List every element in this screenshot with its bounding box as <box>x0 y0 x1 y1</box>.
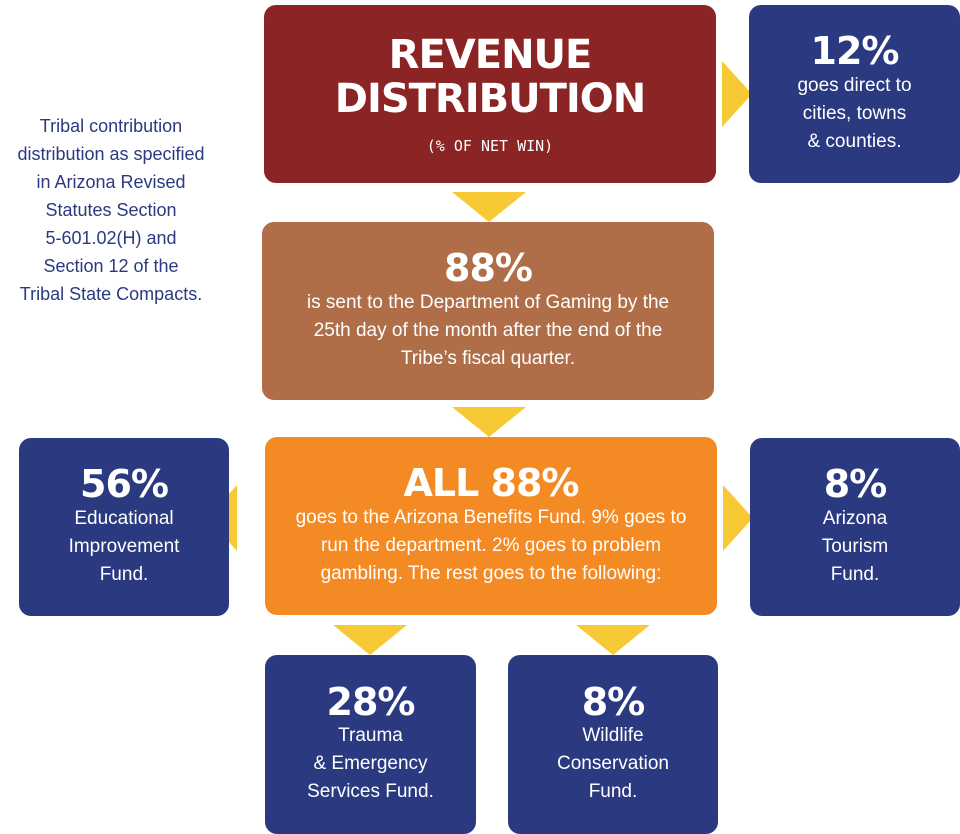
wildlife-conservation-fund-box: 8% Wildlife Conservation Fund. <box>508 655 718 834</box>
trauma-percent: 28% <box>326 679 416 724</box>
arrow-to-tourism <box>723 485 753 551</box>
revenue-distribution-title-box: REVENUE DISTRIBUTION (% OF NET WIN) <box>264 5 716 183</box>
tourism-fund-box: 8% Arizona Tourism Fund. <box>750 438 960 616</box>
education-percent: 56% <box>80 462 169 507</box>
arrow-to-direct <box>722 61 752 127</box>
department-of-gaming-box: 88% is sent to the Department of Gaming … <box>262 222 714 400</box>
education-description: Educational Improvement Fund. <box>68 507 180 585</box>
all-description: goes to the Arizona Benefits Fund. 9% go… <box>295 506 687 584</box>
trauma-description: Trauma & Emergency Services Fund. <box>307 725 434 803</box>
trauma-emergency-fund-box: 28% Trauma & Emergency Services Fund. <box>265 655 476 834</box>
gaming-percent: 88% <box>444 246 533 291</box>
wildlife-description: Wildlife Conservation Fund. <box>557 725 669 803</box>
arrow-to-benefits <box>452 407 526 437</box>
gaming-description: is sent to the Department of Gaming by t… <box>306 291 670 369</box>
arrow-to-trauma <box>333 625 407 655</box>
arrow-to-gaming <box>452 192 526 222</box>
arrow-to-wildlife <box>576 625 650 655</box>
diagram-subtitle: (% OF NET WIN) <box>426 137 554 155</box>
direct-percent: 12% <box>810 29 900 74</box>
educational-improvement-fund-box: 56% Educational Improvement Fund. <box>19 438 229 616</box>
diagram-title: REVENUE DISTRIBUTION <box>334 32 646 122</box>
arizona-benefits-fund-box: ALL 88% goes to the Arizona Benefits Fun… <box>265 437 717 615</box>
tourism-percent: 8% <box>823 462 888 507</box>
compact-note: Tribal contribution distribution as spec… <box>17 116 205 304</box>
direct-description: goes direct to cities, towns & counties. <box>797 74 912 152</box>
wildlife-percent: 8% <box>581 679 646 724</box>
direct-share-box: 12% goes direct to cities, towns & count… <box>749 5 960 183</box>
all-percent: ALL 88% <box>403 461 579 506</box>
tourism-description: Arizona Tourism Fund. <box>821 507 889 585</box>
